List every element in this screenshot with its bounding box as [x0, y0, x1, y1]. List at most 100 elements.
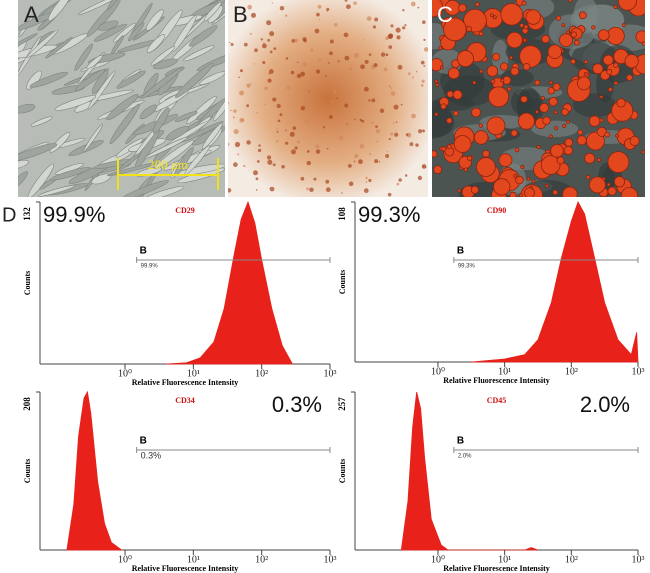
droplet	[492, 53, 501, 61]
droplet	[626, 74, 633, 81]
histogram-area	[66, 390, 123, 551]
speck	[371, 98, 376, 103]
speck	[400, 103, 403, 106]
droplet	[641, 41, 645, 47]
speck	[315, 144, 320, 149]
speck	[276, 103, 281, 109]
speck	[325, 75, 327, 78]
percent-label: 99.9%	[43, 202, 105, 227]
droplet	[613, 176, 626, 188]
speck	[390, 91, 396, 96]
droplet	[613, 62, 619, 68]
cell	[109, 103, 140, 145]
cell	[139, 104, 158, 120]
speck	[289, 131, 295, 137]
speck	[318, 57, 322, 61]
cell	[111, 35, 124, 55]
chart-title: CD45	[487, 396, 507, 405]
droplet	[453, 135, 472, 153]
speck	[297, 61, 299, 63]
droplet	[509, 191, 517, 197]
speck	[387, 34, 393, 40]
x-tick-label: 10⁰	[431, 366, 445, 377]
droplet	[438, 46, 443, 51]
speck	[385, 53, 389, 56]
x-tick-label: 10¹	[187, 368, 200, 379]
speck	[228, 188, 232, 193]
droplet	[607, 186, 617, 196]
speck	[269, 31, 275, 37]
speck	[258, 144, 261, 147]
cell	[199, 71, 225, 85]
speck	[359, 118, 363, 122]
speck	[313, 177, 317, 181]
y-axis-label: Counts	[338, 459, 347, 483]
speck	[338, 116, 341, 118]
speck	[423, 38, 426, 41]
speck	[423, 47, 428, 52]
x-tick-label: 10¹	[187, 554, 200, 565]
droplet	[523, 187, 535, 197]
speck	[365, 181, 368, 183]
micrograph-b	[228, 0, 428, 197]
speck	[404, 24, 407, 27]
droplet	[534, 79, 541, 86]
speck	[266, 155, 272, 160]
speck	[296, 140, 301, 144]
cell	[18, 159, 29, 170]
x-tick-label: 10¹	[498, 554, 511, 565]
droplet	[583, 59, 588, 64]
speck	[255, 177, 259, 181]
speck	[306, 187, 309, 191]
speck	[344, 55, 350, 61]
droplet	[433, 165, 443, 175]
speck	[296, 73, 302, 79]
speck	[269, 50, 273, 54]
y-tick-label: 108	[337, 207, 347, 221]
droplet	[514, 147, 520, 153]
speck	[344, 103, 349, 108]
cell	[86, 54, 103, 70]
droplet	[578, 11, 587, 20]
speck	[328, 114, 333, 119]
speck	[412, 76, 415, 79]
droplet	[613, 80, 618, 86]
speck	[294, 146, 298, 150]
x-tick-label: 10²	[255, 554, 268, 565]
speck	[304, 118, 310, 123]
speck	[257, 148, 262, 153]
speck	[394, 132, 399, 137]
x-tick-label: 10²	[565, 554, 578, 565]
speck	[363, 86, 369, 92]
y-axis-label: Counts	[23, 271, 32, 295]
speck	[396, 35, 401, 40]
cell	[98, 20, 119, 31]
speck	[273, 47, 277, 51]
droplet	[570, 31, 578, 38]
cell	[106, 94, 139, 121]
cell	[74, 43, 94, 71]
speck	[285, 14, 288, 17]
cells	[18, 0, 225, 197]
cell	[213, 92, 225, 122]
speck	[233, 129, 239, 135]
droplet	[446, 144, 452, 150]
x-tick-label: 10³	[632, 554, 645, 565]
speck	[286, 85, 291, 90]
droplet	[432, 150, 438, 158]
speck	[379, 108, 385, 113]
droplet	[446, 90, 454, 98]
droplet	[478, 123, 484, 128]
droplet	[577, 76, 591, 91]
x-tick-label: 10⁰	[118, 554, 132, 565]
speck	[341, 192, 343, 194]
speck	[353, 1, 357, 5]
droplet	[573, 39, 580, 46]
cell	[121, 180, 169, 197]
speck	[285, 129, 287, 132]
droplet	[500, 3, 523, 26]
droplet	[549, 134, 553, 139]
speck	[395, 121, 398, 123]
y-tick-label: 132	[22, 207, 32, 221]
droplet	[544, 183, 549, 188]
